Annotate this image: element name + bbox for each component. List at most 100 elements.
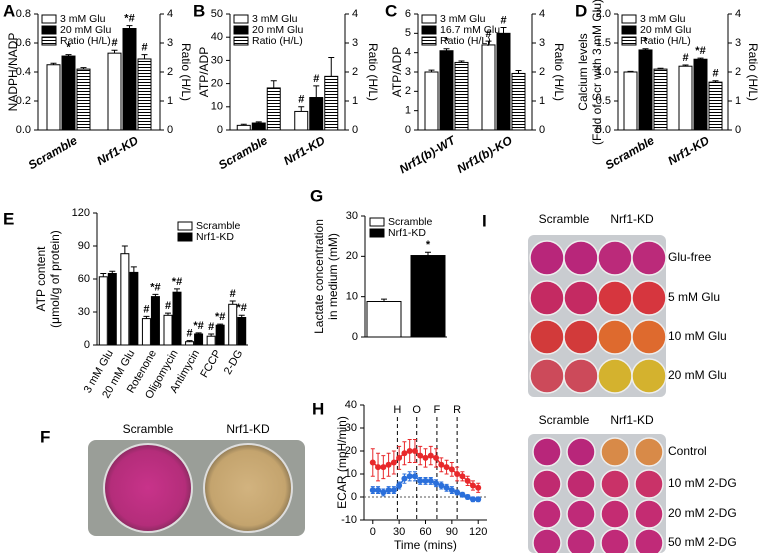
- data-point: [427, 477, 434, 484]
- y-tick-label: 2: [352, 66, 358, 78]
- bar: [496, 32, 511, 131]
- data-point: [380, 464, 387, 471]
- data-point: [390, 459, 397, 466]
- error-bar: [121, 245, 128, 254]
- well: [631, 240, 667, 276]
- data-point: [401, 475, 408, 482]
- well: [566, 437, 596, 467]
- error-bar: [100, 273, 107, 277]
- error-bar: [458, 60, 465, 63]
- row-label: 50 mM 2-DG: [668, 535, 737, 549]
- row-label: 5 mM Glu: [668, 290, 720, 304]
- error-bar: [627, 70, 634, 72]
- data-point: [448, 466, 455, 473]
- error-bar: [712, 80, 719, 83]
- error-bar: [186, 340, 193, 342]
- well: [597, 358, 633, 394]
- injection-label: H: [393, 404, 401, 416]
- bar: [693, 58, 708, 131]
- axis-label: NADPH/NADP: [6, 33, 20, 112]
- data-point: [411, 473, 418, 480]
- error-bar: [174, 288, 180, 293]
- data-point: [433, 454, 440, 461]
- error-bar: [111, 49, 118, 54]
- data-point: [369, 487, 376, 494]
- panel-label: A: [3, 1, 15, 20]
- x-tick-label: 120: [469, 526, 487, 538]
- significance-mark: #: [165, 300, 171, 312]
- data-point: [443, 464, 450, 471]
- bar: [236, 124, 251, 131]
- bar: [294, 110, 309, 131]
- data-point: [464, 494, 471, 500]
- data-point: [464, 477, 471, 484]
- error-bar: [298, 106, 305, 112]
- error-bar: [328, 57, 335, 77]
- data-point: [469, 496, 476, 503]
- axis-label: Ratio (H/L): [179, 43, 193, 101]
- panel-label: H: [312, 399, 324, 418]
- data-point: [396, 454, 403, 461]
- bar: [215, 324, 225, 346]
- row-label: 20 mM Glu: [668, 368, 727, 382]
- y-tick-label: 20: [211, 78, 223, 90]
- panel-label: F: [40, 427, 50, 446]
- y-tick-label: 40: [345, 399, 357, 411]
- y-tick-label: 0.8: [16, 8, 31, 20]
- row-label: 10 mM 2-DG: [668, 476, 737, 490]
- error-bar: [425, 251, 431, 256]
- y-tick-label: 10: [346, 291, 358, 303]
- bar: [424, 71, 439, 131]
- y-tick-label: 120: [72, 207, 90, 219]
- error-bar: [270, 80, 277, 88]
- well: [563, 319, 599, 355]
- well: [529, 240, 565, 276]
- y-tick-label: 4: [405, 47, 411, 59]
- legend-swatch: [233, 25, 249, 35]
- y-tick-label: 2: [167, 66, 173, 78]
- bar: [107, 52, 122, 131]
- y-tick-label: 1: [539, 95, 545, 107]
- error-bar: [240, 123, 247, 126]
- y-tick-label: 1.0: [596, 66, 611, 78]
- error-bar: [109, 270, 116, 274]
- legend-label: Scramble: [388, 216, 433, 228]
- data-point: [380, 489, 387, 496]
- y-tick-label: 3: [735, 37, 741, 49]
- significance-mark: *#: [237, 302, 247, 314]
- well: [597, 280, 633, 316]
- bar: [163, 314, 173, 346]
- legend-label: Nrf1-KD: [388, 227, 426, 239]
- error-bar: [697, 57, 704, 60]
- axis-label: Ratio (H/L): [366, 43, 380, 101]
- bar: [150, 296, 160, 346]
- well: [563, 358, 599, 394]
- significance-mark: *: [444, 36, 449, 48]
- data-point: [475, 484, 482, 491]
- legend-label: 20 mM Glu: [640, 24, 692, 36]
- well: [532, 499, 562, 529]
- y-tick-label: 30: [211, 54, 223, 66]
- error-bar: [208, 333, 215, 337]
- data-point: [443, 484, 450, 491]
- legend-swatch: [621, 36, 637, 46]
- well: [563, 280, 599, 316]
- significance-mark: #: [485, 28, 491, 40]
- well: [529, 280, 565, 316]
- column-label: Nrf1-KD: [610, 413, 654, 427]
- bar: [237, 317, 247, 346]
- legend-label: Nrf1-KD: [196, 231, 234, 243]
- panel-label: C: [385, 1, 397, 20]
- y-tick-label: 0: [352, 331, 358, 343]
- data-point: [448, 487, 455, 494]
- x-tick-label: 60: [419, 526, 431, 538]
- error-bar: [80, 67, 87, 70]
- significance-mark: *: [426, 239, 431, 251]
- well: [600, 499, 630, 529]
- panel-label: D: [575, 1, 587, 20]
- y-tick-label: 1: [735, 95, 741, 107]
- data-point: [390, 487, 397, 494]
- well: [634, 528, 664, 553]
- well: [103, 443, 193, 533]
- axis-label: Calcium levels: [576, 33, 590, 110]
